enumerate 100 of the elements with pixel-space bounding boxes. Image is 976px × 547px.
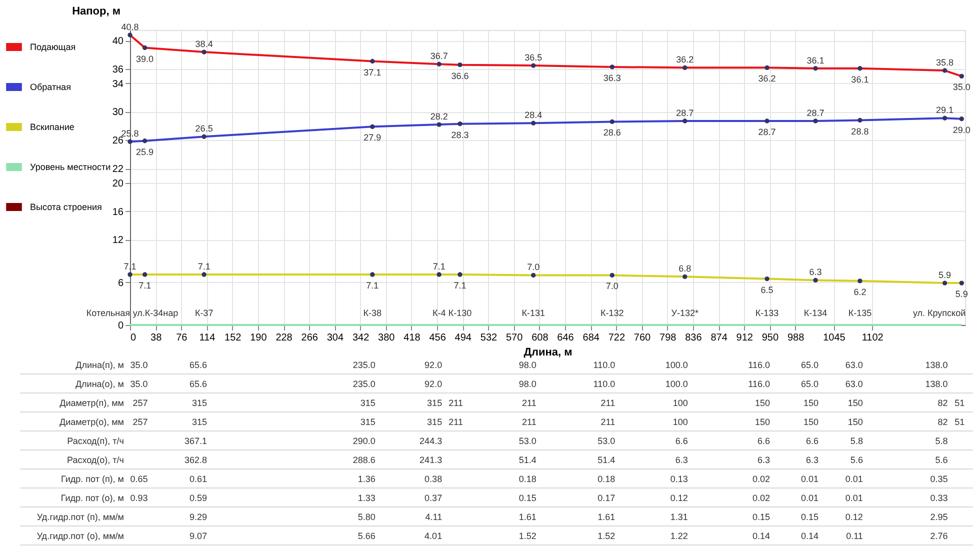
data-label: 36.2 [758, 74, 776, 84]
x-tick-label: 76 [176, 332, 188, 344]
text: 100.0 [665, 360, 688, 370]
text: Расход(о), т/ч [67, 455, 124, 465]
text: Гидр. пот (п), м [60, 474, 124, 484]
data-label: 7.1 [138, 280, 152, 291]
y-tick-label: 0 [118, 320, 124, 332]
text: 2.95 [930, 512, 948, 522]
data-label: 36.1 [851, 74, 869, 84]
data-label: 28.3 [451, 130, 469, 140]
y-axis-title: Напор, м [72, 6, 120, 18]
annotation: К-4 [432, 308, 446, 318]
text: 98.0 [518, 379, 536, 389]
text: 0.18 [598, 474, 616, 484]
text: 0.14 [752, 531, 770, 541]
text: 92.0 [424, 360, 442, 370]
text: 116.0 [748, 360, 770, 370]
x-tick-label: 152 [224, 332, 242, 344]
text: Расход(п), т/ч [67, 436, 124, 446]
text: 235.0 [352, 379, 376, 389]
x-tick-label: 570 [506, 332, 524, 344]
data-label: 6.5 [760, 284, 774, 295]
data-label: 6.8 [678, 264, 692, 274]
text: 211 [522, 398, 536, 408]
text: 0.12 [670, 493, 688, 503]
x-tick-label: 456 [429, 332, 446, 344]
data-label: 39.0 [136, 54, 154, 64]
data-label: 36.7 [430, 51, 448, 62]
data-label: 7.1 [432, 262, 446, 272]
text: 2.76 [930, 531, 948, 541]
text: 6.6 [758, 436, 770, 446]
text: 150 [803, 398, 819, 408]
x-tick-label: 912 [736, 332, 754, 344]
text: 315 [360, 398, 376, 408]
text: 290.0 [352, 436, 376, 446]
x-axis-title: Длина, м [524, 346, 572, 358]
text: 211 [600, 417, 616, 427]
text: 98.0 [518, 360, 536, 370]
text: 150 [754, 398, 770, 408]
text: 0.37 [424, 493, 442, 503]
text: 51 [954, 398, 965, 408]
text: 150 [803, 417, 819, 427]
data-label: 28.7 [676, 108, 694, 118]
text: Длина(п), м [76, 360, 124, 370]
text: 1.36 [358, 474, 376, 484]
text: 0.61 [190, 474, 208, 484]
text: 100.0 [665, 379, 688, 389]
annotation: К-130 [448, 308, 472, 318]
x-tick-label: 836 [685, 332, 702, 344]
data-label: 28.8 [851, 126, 869, 136]
text: 35.0 [130, 379, 148, 389]
data-label: 6.3 [809, 267, 822, 278]
x-tick-label: 1045 [823, 332, 846, 344]
text: 0.15 [800, 512, 819, 522]
text: 211 [600, 398, 616, 408]
annotation: К-133 [755, 308, 779, 318]
text: 288.6 [352, 455, 376, 465]
data-label: 7.1 [366, 280, 379, 291]
x-tick-label: 0 [130, 332, 136, 344]
text: 5.80 [358, 512, 376, 522]
data-label: 28.4 [524, 110, 542, 120]
legend-label: Уровень местности [30, 162, 111, 172]
legend-label: Обратная [30, 82, 72, 92]
text: 257 [132, 398, 148, 408]
data-label: 35.8 [936, 58, 954, 68]
x-tick-label: 874 [710, 332, 728, 344]
y-tick-label: 6 [118, 278, 124, 289]
text: 110.0 [593, 379, 616, 389]
text: 0.14 [800, 531, 819, 541]
text: 9.07 [190, 531, 208, 541]
text: 100 [672, 398, 688, 408]
text: 0.18 [518, 474, 536, 484]
text: 150 [848, 398, 863, 408]
legend-label: Высота строения [30, 202, 102, 212]
text: 0.17 [598, 493, 616, 503]
text: 315 [360, 417, 376, 427]
data-label: 36.6 [451, 70, 469, 81]
annotation: К-37 [194, 308, 214, 318]
text: 0.59 [190, 493, 208, 503]
text: 5.6 [850, 455, 863, 465]
text: 6.6 [806, 436, 819, 446]
x-tick-label: 532 [480, 332, 498, 344]
text: 1.22 [670, 531, 688, 541]
text: 5.8 [850, 436, 863, 446]
text: 1.33 [358, 493, 376, 503]
y-tick-label: 16 [112, 206, 124, 218]
text: 235.0 [352, 360, 376, 370]
text: 150 [848, 417, 863, 427]
annotation: У-132* [671, 308, 699, 318]
x-tick-label: 950 [762, 332, 779, 344]
annotation: К-135 [848, 308, 872, 318]
data-label: 38.4 [195, 39, 213, 50]
text: 35.0 [130, 360, 148, 370]
text: 82 [938, 417, 948, 427]
text: 0.33 [930, 493, 948, 503]
annotation: К-131 [522, 308, 545, 318]
text: 65.6 [190, 360, 208, 370]
text: 244.3 [420, 436, 442, 446]
text: 1.52 [598, 531, 616, 541]
text: 0.65 [130, 474, 148, 484]
